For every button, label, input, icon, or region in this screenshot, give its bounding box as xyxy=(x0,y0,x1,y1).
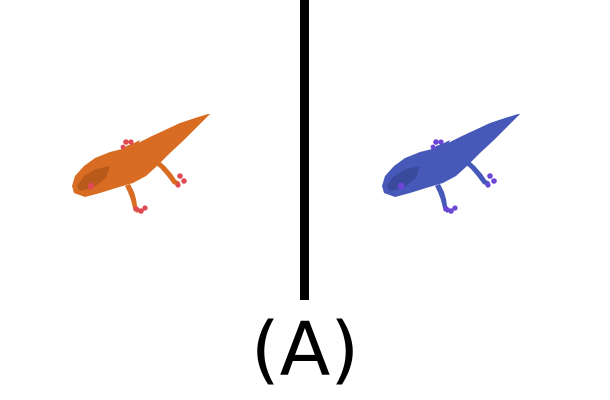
gecko-orange-icon xyxy=(72,114,210,214)
panel-divider xyxy=(300,0,309,300)
panel-left xyxy=(0,0,300,300)
gecko-blue-icon xyxy=(382,114,520,214)
figure-caption-label: (A) xyxy=(250,307,360,393)
panel-right xyxy=(309,0,609,300)
